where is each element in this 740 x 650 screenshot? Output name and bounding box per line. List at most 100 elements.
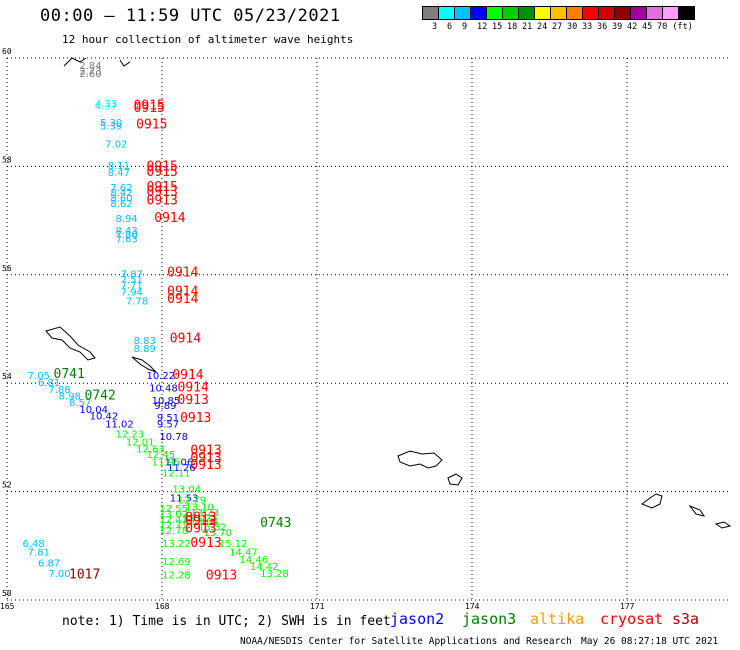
wave-height-label: 7.71 — [121, 280, 143, 291]
wave-height-label: 11.95 — [152, 458, 181, 469]
pass-time-label: 0913 — [185, 521, 216, 536]
wave-height-label: 8.43 — [116, 226, 138, 237]
pass-time-label: 0741 — [54, 367, 85, 382]
wave-height-label: 11.53 — [170, 493, 199, 504]
pass-time-label: 0915 — [147, 160, 178, 175]
satellite-altika: altika — [530, 610, 585, 628]
legend-labels: 3 6 9 12 15 18 21 24 27 30 33 36 39 42 45 70 (ft) — [422, 22, 740, 34]
wave-height-label: 8.47 — [108, 168, 130, 179]
wave-height-label: 7.78 — [126, 297, 148, 308]
pass-time-label: 0914 — [167, 292, 198, 307]
wave-height-label: 13.32 — [198, 523, 227, 534]
legend-label: 27 — [552, 22, 563, 32]
wave-height-label: 6.81 — [38, 378, 60, 389]
pass-time-label: 0913 — [190, 451, 221, 466]
wave-height-label: 14.47 — [229, 548, 258, 559]
wave-height-label: 7.00 — [48, 569, 70, 580]
altimeter-labels: 2.842.732.60 4.334.37 5.305.39 7.02 8.118.47… — [23, 61, 292, 584]
wave-height-label: 7.63 — [116, 234, 138, 245]
wave-height-label: 13.04 — [172, 485, 201, 496]
wave-height-label: 5.39 — [100, 122, 122, 133]
wave-height-label: 10.48 — [149, 383, 178, 394]
wave-height-label: 13.70 — [203, 528, 232, 539]
wave-height-label: 12.01 — [126, 438, 155, 449]
pass-time-label: 0743 — [260, 516, 291, 531]
wave-height-label: 8.42 — [110, 188, 132, 199]
coastlines — [45, 57, 732, 529]
wave-height-label: 10.42 — [90, 412, 119, 423]
wave-height-label: 7.87 — [121, 270, 143, 281]
pass-time-label: 0915 — [134, 98, 165, 113]
wave-height-label: 8.62 — [110, 199, 132, 210]
wave-height-label: 12.71 — [159, 520, 188, 531]
wave-height-label: 7.05 — [28, 371, 50, 382]
pass-time-label: 0913 — [190, 458, 221, 473]
island-kiska — [640, 493, 663, 509]
wave-height-label: 13.04 — [190, 517, 219, 528]
timestamp-text: May 26 08:27:18 UTC 2021 — [581, 636, 719, 647]
pass-time-label: 0913 — [180, 411, 211, 426]
wave-height-label: 12.79 — [178, 496, 207, 507]
wave-height-label: 12.45 — [147, 450, 176, 461]
wave-height-label: 8.94 — [116, 214, 138, 225]
wave-height-label: 12.63 — [136, 445, 165, 456]
pass-time-label: 0913 — [178, 393, 209, 408]
legend-label: 42 — [627, 22, 638, 32]
lon-label: 165 — [0, 602, 15, 611]
pass-time-label: 0914 — [170, 332, 201, 347]
legend-label: 6 — [447, 22, 453, 32]
wave-height-label: 11.26 — [167, 463, 196, 474]
lat-label: 52 — [2, 481, 12, 490]
wave-height-label: 4.37 — [95, 101, 117, 112]
lat-label: 58 — [2, 155, 12, 164]
wave-height-label: 6.87 — [38, 558, 60, 569]
pass-time-label: 0915 — [147, 165, 178, 180]
wave-height-label: 7.81 — [28, 548, 50, 559]
pass-time-label: 0915 — [136, 117, 167, 132]
coastline-kamchatka — [63, 57, 131, 67]
legend-label: 15 — [492, 22, 503, 32]
island-medny — [131, 356, 157, 373]
wave-height-label: 10.22 — [147, 371, 176, 382]
wave-height-label: 12.28 — [162, 570, 191, 581]
legend-label: 33 — [582, 22, 593, 32]
pass-time-label: 0913 — [147, 193, 178, 208]
legend-label: 24 — [537, 22, 548, 32]
wave-height-label: 13.23 — [190, 508, 219, 519]
wave-height-label: 12.41 — [159, 515, 188, 526]
wave-height-label: 12.11 — [162, 468, 191, 479]
legend-swatch-16 — [678, 6, 695, 20]
island-rat — [714, 521, 732, 529]
wave-height-label: 8.60 — [110, 194, 132, 205]
legend-label: 30 — [567, 22, 578, 32]
wave-height-label: 13.22 — [162, 539, 191, 550]
pass-time-label: 0742 — [85, 388, 116, 403]
legend-label: 39 — [612, 22, 623, 32]
lon-label: 171 — [310, 602, 325, 611]
wave-height-label: 8.89 — [134, 344, 156, 355]
wave-height-label: 11.06 — [165, 458, 194, 469]
credit-text: NOAA/NESDIS Center for Satellite Applica… — [240, 636, 572, 647]
wave-height-label: 13.02 — [159, 510, 188, 521]
wave-height-label: 12.78 — [159, 526, 188, 537]
wave-height-label: 14.46 — [240, 555, 269, 566]
pass-time-label: 0913 — [190, 444, 221, 459]
pass-time-label: 0914 — [167, 265, 198, 280]
wave-height-label: 11.02 — [105, 420, 134, 431]
wave-height-label: 8.11 — [108, 161, 130, 172]
wave-height-label: 15.12 — [219, 539, 248, 550]
wave-height-label: 4.33 — [95, 99, 117, 110]
wave-height-label: 10.78 — [159, 432, 188, 443]
pass-time-label: 0913 — [185, 514, 216, 529]
pass-time-label: 0914 — [167, 284, 198, 299]
island-attu — [397, 450, 443, 469]
lat-label: 54 — [2, 372, 12, 381]
legend-label: 70 (ft) — [657, 22, 693, 32]
wave-height-label: 7.94 — [121, 287, 143, 298]
satellite-jason3: jason3 — [462, 610, 517, 628]
legend-label: 12 — [477, 22, 488, 32]
lat-label: 56 — [2, 264, 12, 273]
pass-time-label: 0913 — [147, 185, 178, 200]
pass-time-label: 0913 — [206, 568, 237, 583]
pass-time-label: 0913 — [185, 510, 216, 525]
